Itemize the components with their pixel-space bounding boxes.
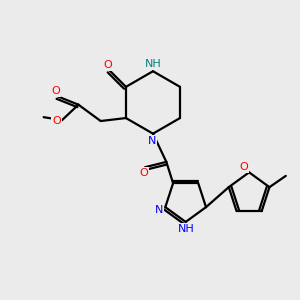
Text: O: O <box>52 116 61 126</box>
Text: O: O <box>239 162 248 172</box>
Text: O: O <box>52 86 61 96</box>
Text: N: N <box>154 205 163 214</box>
Text: O: O <box>104 60 112 70</box>
Text: O: O <box>139 168 148 178</box>
Text: NH: NH <box>145 59 162 69</box>
Text: N: N <box>148 136 157 146</box>
Text: NH: NH <box>178 224 195 234</box>
